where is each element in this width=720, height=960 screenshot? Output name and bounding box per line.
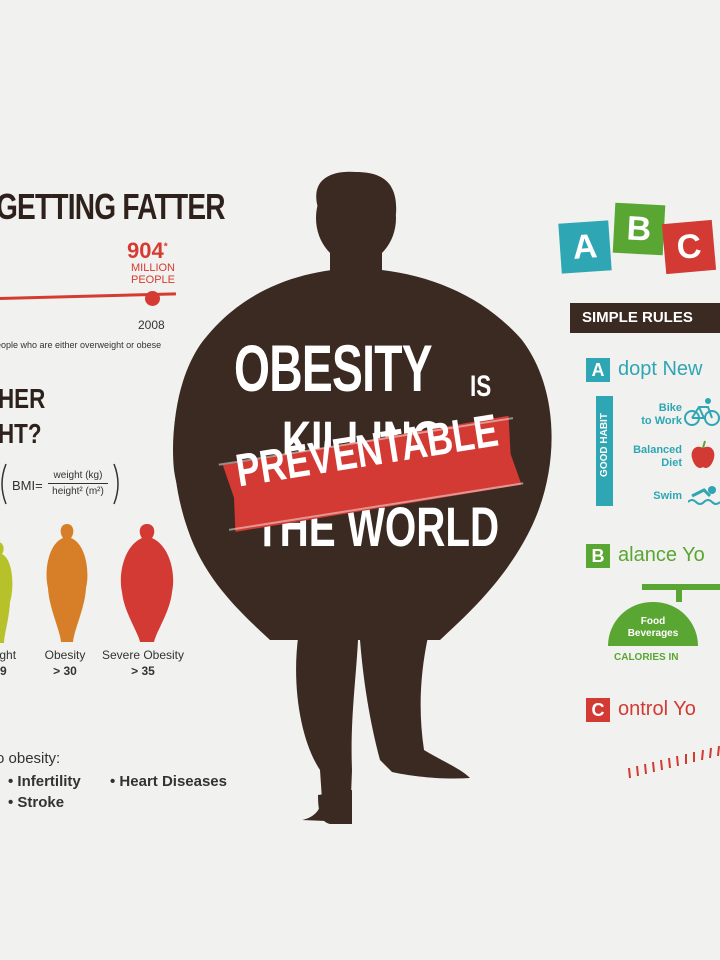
figure-obesity-value: > 30 [53, 664, 77, 678]
habit-swim: Swim [620, 490, 682, 503]
bmi-denominator: height² (m²) [52, 486, 104, 497]
food-beverages-label: Food Beverages [608, 616, 698, 640]
figure-severe-obesity [120, 524, 174, 642]
figure-overweight [0, 542, 13, 643]
simple-rules-banner: SIMPLE RULES [570, 303, 720, 333]
calories-in-label: CALORIES IN [614, 652, 679, 663]
swimmer-icon [688, 486, 720, 505]
rule-c-badge: C [586, 698, 610, 722]
question-heading-line1: HER [0, 383, 46, 414]
figure-overweight-value: 9.9 [0, 664, 7, 678]
risk-item-text: Infertility [17, 773, 81, 790]
habit-diet-line1: Balanced [633, 444, 682, 456]
food-label-line2: Beverages [627, 628, 679, 639]
habit-bike: Bike to Work [620, 402, 682, 428]
food-label-line1: Food [640, 616, 666, 627]
bicycle-icon [684, 398, 720, 426]
rule-a-text: dopt New [618, 358, 703, 380]
habit-swim-line1: Swim [653, 490, 682, 502]
risk-item-text: Stroke [17, 794, 65, 811]
stat-unit-line1: MILLION [130, 262, 175, 274]
bmi-fraction: weight (kg) height² (m²) [48, 470, 108, 497]
figure-severe-obesity-label: Severe Obesity [101, 648, 185, 662]
balance-scale-beam [642, 584, 720, 590]
trend-dot [145, 291, 160, 306]
headline-is: IS [470, 370, 492, 403]
stat-unit-line2: PEOPLE [130, 274, 176, 286]
trend-footnote: eople who are either overweight or obese [0, 340, 162, 350]
stat-number: 904* [127, 238, 168, 264]
stat-footnote-mark: * [163, 241, 168, 253]
rule-a-badge: A [586, 358, 610, 382]
trend-year-label: 2008 [138, 318, 165, 332]
question-heading-line2: HT? [0, 418, 42, 449]
good-habit-label: GOOD HABIT [599, 413, 610, 477]
block-letter-c: C [661, 219, 717, 275]
preventable-stamp [218, 415, 524, 532]
section-title-getting-fatter: GETTING FATTER [0, 186, 226, 227]
apple-icon [691, 440, 715, 468]
risk-item: • Infertility [8, 773, 81, 790]
habit-bike-line1: Bike [658, 402, 682, 414]
habit-bike-line2: to Work [641, 415, 682, 427]
stat-number-value: 904 [127, 238, 164, 263]
figure-overweight-label: eight [0, 648, 17, 662]
block-letter-a: A [558, 220, 612, 274]
gauge-ticks [628, 745, 720, 779]
bmi-label: BMI= [12, 478, 43, 493]
rule-b-text: alance Yo [618, 544, 705, 566]
risk-item-text: Heart Diseases [119, 773, 227, 790]
bmi-formula-brackets [1, 463, 119, 505]
stat-unit: MILLION PEOPLE [126, 262, 180, 286]
bmi-numerator: weight (kg) [48, 470, 108, 484]
figure-severe-obesity-value: > 35 [131, 664, 155, 678]
headline-line1: OBESITY [234, 331, 433, 405]
risk-list-title: o obesity: [0, 750, 61, 767]
risk-item: • Heart Diseases [110, 773, 227, 790]
habit-diet-line2: Diet [661, 457, 682, 469]
block-letter-b: B [612, 202, 666, 256]
balance-scale-post [676, 588, 682, 602]
rule-b-badge: B [586, 544, 610, 568]
risk-item: • Stroke [8, 794, 65, 811]
figure-obesity [46, 524, 88, 642]
rule-c-text: ontrol Yo [618, 698, 696, 720]
habit-diet: Balanced Diet [620, 444, 682, 470]
figure-obesity-label: Obesity [44, 648, 86, 662]
good-habit-bar [596, 396, 613, 506]
